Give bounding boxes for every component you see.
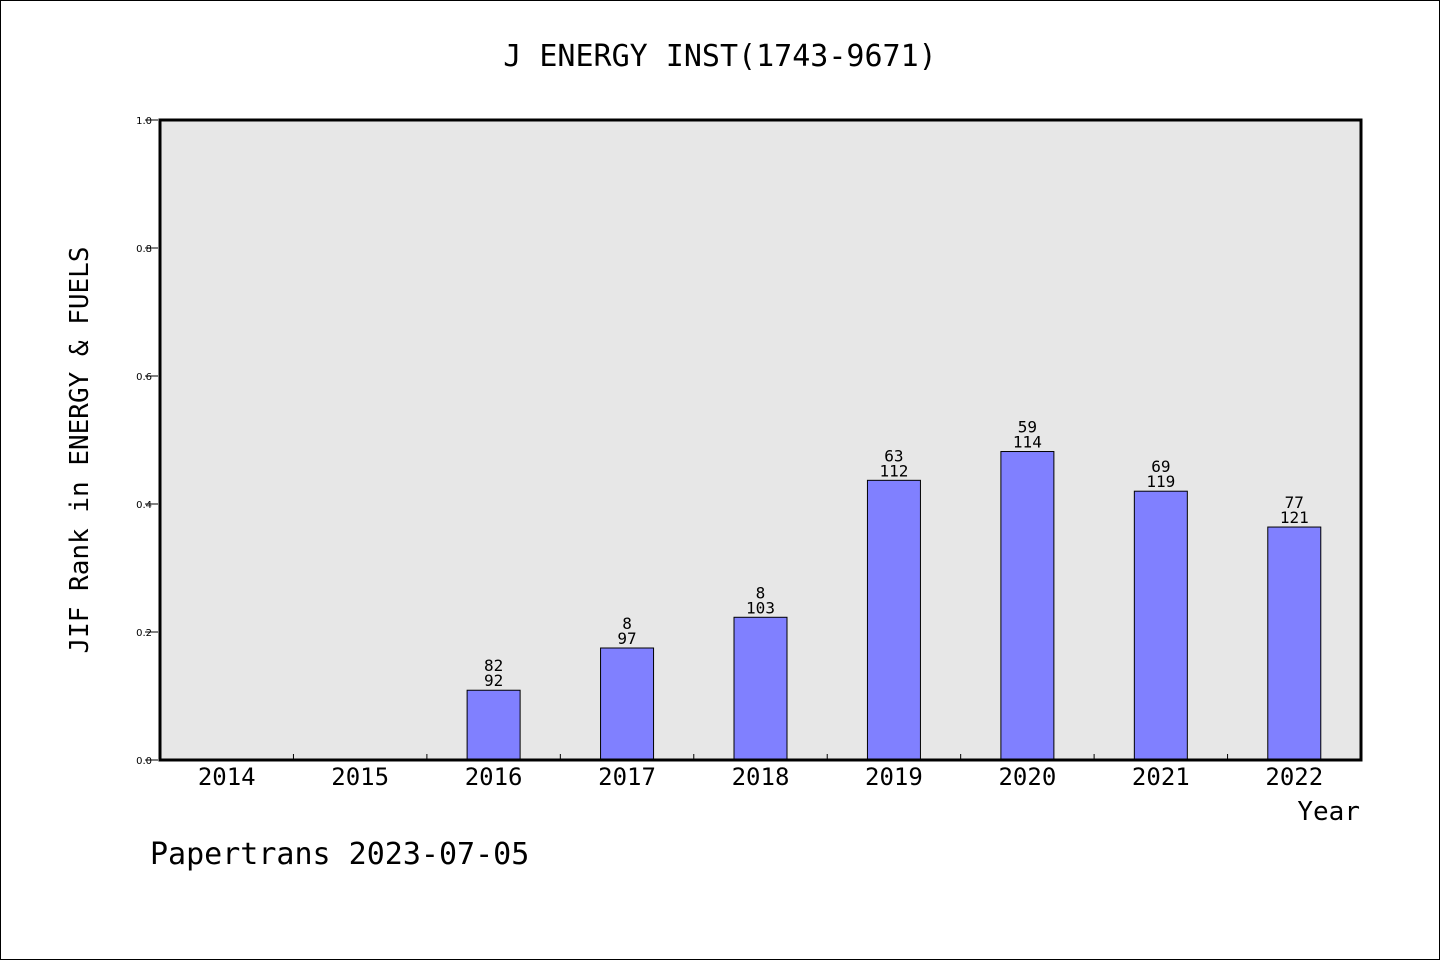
x-axis-label: Year xyxy=(1297,797,1360,827)
bar-2018 xyxy=(733,616,788,761)
bar-2021 xyxy=(1133,490,1188,761)
bar-label-rank: 8 xyxy=(756,583,766,602)
bar-2019 xyxy=(866,479,921,761)
chart-title: J ENERGY INST(1743-9671) xyxy=(503,39,936,74)
x-tick-label: 2016 xyxy=(465,763,523,791)
footer-date-stamp: Papertrans 2023-07-05 xyxy=(150,837,529,872)
bar-2017 xyxy=(600,647,655,761)
bar-label-total: 97 xyxy=(617,629,636,648)
x-tick-label: 2015 xyxy=(331,763,389,791)
bar-label-total: 103 xyxy=(746,598,775,617)
y-tick-label: 0.8 xyxy=(136,244,152,255)
bar-label-rank: 59 xyxy=(1018,418,1037,437)
x-tick-label: 2020 xyxy=(998,763,1056,791)
bar-2016 xyxy=(466,689,521,761)
x-tick-label: 2021 xyxy=(1132,763,1190,791)
bar-label-total: 114 xyxy=(1013,433,1042,452)
bar-2020 xyxy=(1000,451,1055,761)
y-axis-ticks: 0.0 0.2 0.4 0.6 0.8 1.0 xyxy=(136,116,158,767)
bar-label-rank: 8 xyxy=(622,614,632,633)
y-tick-label: 1.0 xyxy=(136,116,152,127)
y-tick-label: 0.2 xyxy=(136,628,152,639)
x-tick-label: 2017 xyxy=(598,763,656,791)
y-tick-label: 0.4 xyxy=(136,500,152,511)
bar-label-rank: 82 xyxy=(484,656,503,675)
bar-label-rank: 77 xyxy=(1285,493,1304,512)
bar-label-total: 92 xyxy=(484,671,503,690)
x-tick-label: 2018 xyxy=(732,763,790,791)
bar-label-total: 119 xyxy=(1146,472,1175,491)
y-tick-label: 0.0 xyxy=(136,756,152,767)
y-axis-label: JIF Rank in ENERGY & FUELS xyxy=(65,247,95,654)
bar-label-rank: 69 xyxy=(1151,457,1170,476)
x-tick-label: 2019 xyxy=(865,763,923,791)
y-tick-label: 0.6 xyxy=(136,372,152,383)
plot-border xyxy=(158,118,1363,762)
x-axis-ticks: 2014 2015 2016 2017 2018 2019 2020 2021 2022 xyxy=(198,754,1323,791)
bars-layer xyxy=(466,451,1322,761)
x-tick-label: 2014 xyxy=(198,763,256,791)
bar-label-total: 121 xyxy=(1280,508,1309,527)
x-tick-label: 2022 xyxy=(1265,763,1323,791)
bar-label-total: 112 xyxy=(879,461,908,480)
bar-label-rank: 63 xyxy=(884,446,903,465)
bar-2022 xyxy=(1267,526,1322,761)
